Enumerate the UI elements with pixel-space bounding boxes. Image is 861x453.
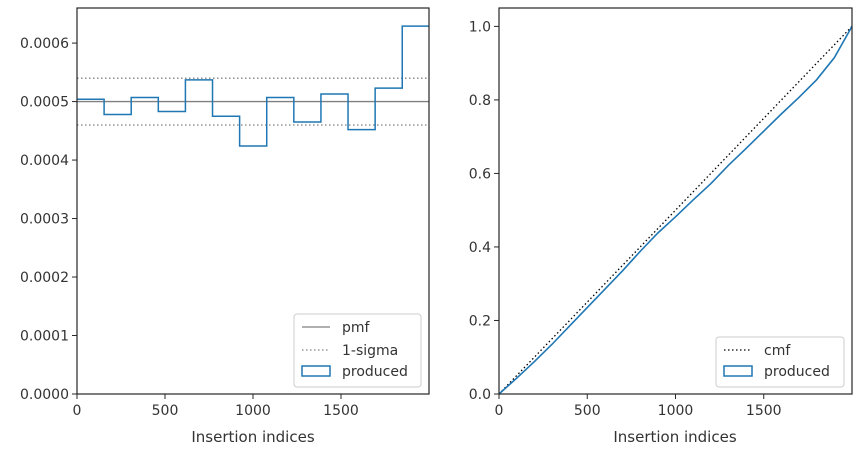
cmf-legend-produced-swatch: [723, 365, 753, 377]
cmf-legend-produced-label: produced: [764, 364, 830, 380]
cmf-ytick-label: 0.6: [469, 166, 491, 182]
pmf-legend-sigma-label: 1-sigma: [342, 343, 398, 359]
pmf-legend-box: [293, 313, 422, 388]
cmf-ytick-label: 0.0: [469, 387, 491, 403]
pmf-x-axis: 0 500 1000 1500: [73, 394, 359, 419]
cmf-axes-frame: [498, 7, 853, 395]
pmf-ytick-label: 0.0000: [20, 387, 69, 403]
cmf-panel: 0.0 0.2 0.4 0.6 0.8 1.0 0 500 1000 1500 Insertio…: [469, 7, 853, 446]
pmf-y-axis: 0.0000 0.0001 0.0002 0.0003 0.0004 0.0005 0.00…: [20, 36, 77, 403]
pmf-axes-frame: [76, 7, 430, 395]
pmf-xtick-label: 1500: [323, 403, 359, 419]
cmf-legend: cmf produced: [715, 336, 845, 388]
pmf-xtick-label: 500: [152, 403, 179, 419]
pmf-plot-marks: [77, 25, 429, 147]
cmf-y-axis: 0.0 0.2 0.4 0.6 0.8 1.0: [469, 19, 499, 403]
pmf-ytick-label: 0.0002: [20, 270, 69, 286]
cmf-plot-marks: [498, 25, 853, 395]
cmf-xtick-label: 500: [574, 403, 601, 419]
cmf-ytick-label: 0.4: [469, 240, 491, 256]
pmf-ytick-label: 0.0001: [20, 329, 69, 345]
pmf-legend-produced-swatch: [301, 365, 331, 377]
pmf-legend-produced-label: produced: [342, 364, 408, 380]
pmf-ytick-label: 0.0003: [20, 212, 69, 228]
produced-cumulative-series: [498, 25, 853, 395]
pmf-legend: pmf 1-sigma produced: [293, 313, 422, 388]
cmf-xtick-label: 1500: [746, 403, 782, 419]
cmf-x-axis-label: Insertion indices: [613, 428, 736, 446]
cmf-x-axis: 0 500 1000 1500: [495, 394, 782, 419]
pmf-ytick-label: 0.0006: [20, 36, 69, 52]
pmf-panel: 0.0000 0.0001 0.0002 0.0003 0.0004 0.0005 0.00…: [20, 7, 430, 446]
cmf-ytick-label: 1.0: [469, 19, 491, 35]
cmf-legend-cmf-label: cmf: [764, 343, 791, 359]
pmf-legend-pmf-label: pmf: [342, 320, 371, 336]
cmf-xtick-label: 0: [495, 403, 504, 419]
produced-step-series: [77, 25, 429, 147]
pmf-x-axis-label: Insertion indices: [191, 428, 314, 446]
cmf-xtick-label: 1000: [658, 403, 694, 419]
pmf-xtick-label: 1000: [235, 403, 271, 419]
cmf-line: [498, 25, 853, 395]
cmf-ytick-label: 0.2: [469, 313, 491, 329]
pmf-ytick-label: 0.0004: [20, 153, 69, 169]
pmf-ytick-label: 0.0005: [20, 95, 69, 111]
cmf-ytick-label: 0.8: [469, 93, 491, 109]
pmf-xtick-label: 0: [73, 403, 82, 419]
